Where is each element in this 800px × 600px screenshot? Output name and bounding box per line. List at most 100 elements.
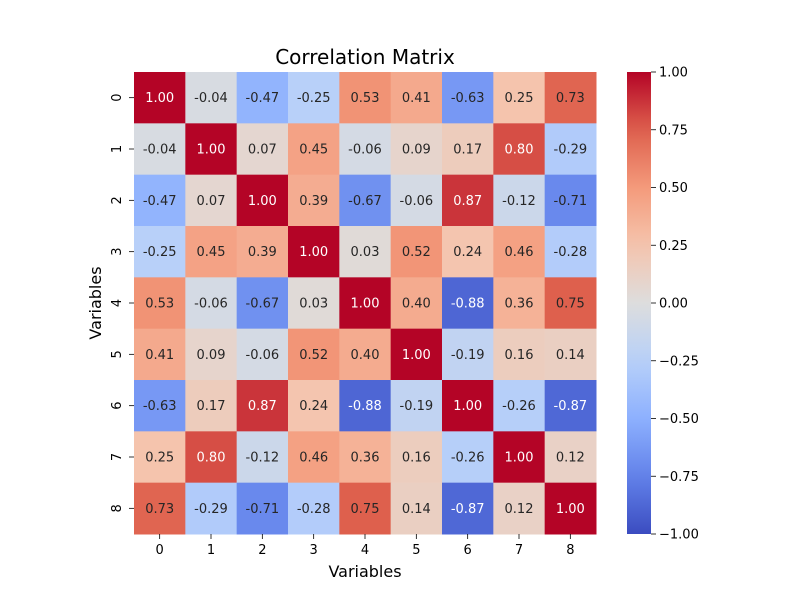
cell-value-label: -0.06 [194,297,228,312]
y-tick-label: 2 [110,196,125,204]
cell-value-label: -0.29 [554,143,588,158]
cell-value-label: -0.87 [554,399,588,414]
cell-value-label: 0.39 [299,194,328,209]
colorbar-tick-label: −0.50 [659,412,699,427]
heatmap-cell [442,123,494,176]
heatmap-cell [339,72,392,124]
y-tick-label: 3 [110,248,125,256]
cell-value-label: -0.29 [194,502,228,517]
y-tick-label: 0 [110,94,125,102]
heatmap-cell [339,277,392,330]
heatmap-cell [185,328,238,381]
x-tick-label: 2 [258,543,266,558]
heatmap-cell [288,226,340,278]
cell-value-label: 0.40 [402,297,431,312]
heatmap-cell [339,482,392,535]
cell-value-label: 0.25 [505,91,534,106]
cell-value-label: 1.00 [197,143,226,158]
heatmap-cell [339,174,392,227]
heatmap-cell [493,123,546,176]
cell-value-label: -0.71 [246,502,280,517]
cell-value-label: -0.19 [451,348,485,363]
heatmap-cell [390,123,443,176]
cell-value-label: -0.06 [348,143,382,158]
cell-value-label: -0.04 [143,143,177,158]
heatmap-cell [134,174,186,227]
heatmap-cell [288,277,340,330]
cell-value-label: 0.87 [453,194,482,209]
cell-value-label: 1.00 [505,451,534,466]
heatmap-cell [288,72,340,124]
cell-value-label: 0.53 [351,91,380,106]
cell-value-label: 0.52 [299,348,328,363]
heatmap-cell [134,277,186,330]
heatmap-cell [442,72,494,124]
cell-value-label: -0.88 [451,297,485,312]
heatmap-cell [339,431,392,484]
colorbar-tick-label: 1.00 [659,66,688,81]
colorbar-tick-label: 0.25 [659,239,688,254]
cell-value-label: -0.26 [502,399,536,414]
cell-value-label: 0.09 [197,348,226,363]
x-axis-label: Variables [328,562,401,581]
cell-value-label: 0.40 [351,348,380,363]
cell-value-label: 0.46 [299,451,328,466]
cell-value-label: 1.00 [402,348,431,363]
heatmap-cell [544,226,597,278]
heatmap-cell [544,328,597,381]
colorbar-tick-label: −1.00 [659,528,699,543]
x-tick-label: 7 [515,543,523,558]
heatmap-cell [390,72,443,124]
cell-value-label: 0.12 [556,451,585,466]
heatmap-cell [134,380,186,432]
cell-value-label: -0.88 [348,399,382,414]
cell-value-label: -0.63 [143,399,177,414]
cell-value-label: 0.41 [402,91,431,106]
cell-value-label: -0.12 [502,194,536,209]
x-tick-label: 4 [361,543,369,558]
cell-value-label: 1.00 [351,297,380,312]
heatmap-cell [236,328,289,381]
cell-value-label: 0.36 [505,297,534,312]
cell-value-label: 0.87 [248,399,277,414]
x-tick-label: 5 [412,543,420,558]
cell-value-label: 0.16 [402,451,431,466]
cell-value-label: -0.25 [143,245,177,260]
x-tick-label: 8 [566,543,574,558]
cell-value-label: -0.06 [246,348,280,363]
heatmap-cell [134,431,186,484]
heatmap-cell [134,328,186,381]
cell-value-label: -0.26 [451,451,485,466]
heatmap-cell [493,72,546,124]
heatmap-cell [288,482,340,535]
cell-value-label: 0.46 [505,245,534,260]
cell-value-label: 0.39 [248,245,277,260]
y-axis-label: Variables [86,266,105,339]
heatmap-cell [185,482,238,535]
colorbar-tick-label: −0.75 [659,470,699,485]
heatmap-cell [442,277,494,330]
y-tick-label: 4 [110,299,125,307]
heatmap-cell [134,123,186,176]
cell-value-label: 0.12 [505,502,534,517]
cell-value-label: -0.63 [451,91,485,106]
x-axis-ticks: 0 1 2 3 4 5 6 7 8 [156,534,574,558]
heatmap-cells: 1.00 -0.04 -0.47 -0.25 0.53 0.41 -0.63 0.25 0.73… [134,72,597,535]
heatmap-cell [390,328,443,381]
cell-value-label: -0.25 [297,91,331,106]
heatmap-cell [185,123,238,176]
heatmap-cell [339,328,392,381]
y-tick-label: 7 [110,453,125,461]
heatmap-cell [493,482,546,535]
colorbar-tick-label: −0.25 [659,354,699,369]
cell-value-label: 0.53 [145,297,174,312]
cell-value-label: -0.67 [246,297,280,312]
cell-value-label: 0.09 [402,143,431,158]
cell-value-label: 0.80 [505,143,534,158]
heatmap-cell [544,482,597,535]
cell-value-label: 0.03 [299,297,328,312]
y-tick-label: 8 [110,504,125,512]
heatmap-cell [288,328,340,381]
cell-value-label: 0.73 [556,91,585,106]
